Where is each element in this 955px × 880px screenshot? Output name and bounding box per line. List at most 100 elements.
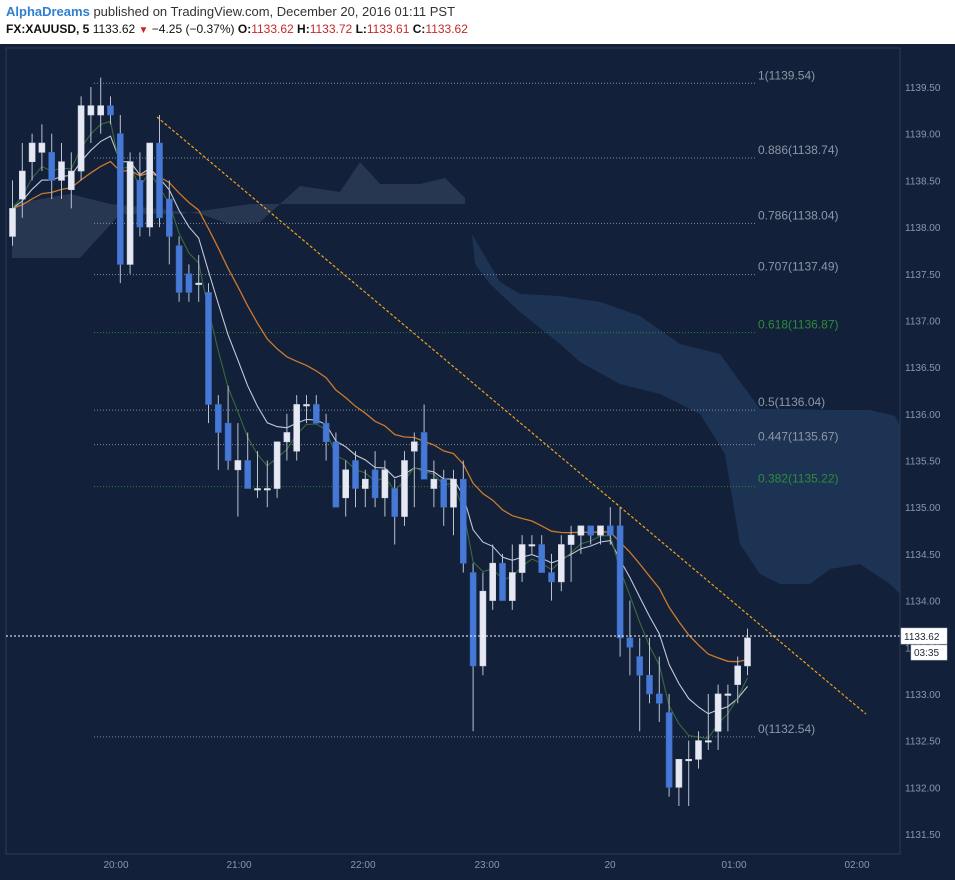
down-arrow-icon: ▼ [138, 25, 149, 36]
candle-body [391, 488, 399, 517]
countdown-text: 03:35 [914, 648, 939, 659]
candle-body [567, 534, 575, 545]
time-axis-tick: 22:00 [350, 860, 375, 871]
candlestick-chart[interactable]: 1(1139.54) 0.886(1138.74) 0.786(1138.04) 0.… [0, 44, 955, 880]
last-price-tag [900, 627, 948, 645]
candle-body [450, 478, 457, 508]
fib-level-label: 0.5(1136.04) [758, 395, 825, 409]
candle-body [606, 525, 614, 536]
candle-body [205, 292, 212, 405]
fib-level-label: 0.618(1136.87) [758, 318, 839, 332]
open-label: O: [237, 22, 252, 36]
time-axis-tick: 20 [604, 860, 616, 871]
price-axis-tick: 1139.50 [905, 83, 941, 94]
candle-body [714, 693, 722, 732]
candle-body [665, 712, 673, 788]
price-axis-tick: 1138.00 [905, 223, 941, 234]
candle-body [77, 105, 85, 172]
price-axis-tick: 1132.00 [905, 783, 941, 794]
time-axis-tick: 20:00 [103, 860, 128, 871]
close-value: 1133.62 [425, 22, 468, 36]
price-axis-tick: 1138.50 [905, 176, 941, 187]
candle-body [744, 637, 751, 667]
price-axis-tick: 1132.50 [905, 737, 941, 748]
candle-body [479, 590, 487, 667]
countdown-tag [910, 644, 948, 661]
high-value: 1133.72 [309, 22, 353, 36]
author-link[interactable]: AlphaDreams [6, 4, 90, 19]
price-axis-tick: 1136.50 [905, 363, 941, 374]
price-axis-tick: 1137.00 [905, 316, 941, 327]
candle-body [528, 544, 536, 547]
low-value: 1133.61 [366, 22, 410, 36]
chart-header: AlphaDreams published on TradingView.com… [0, 0, 955, 44]
candle-body [352, 460, 359, 489]
fib-level-label: 0.886(1138.74) [758, 143, 839, 157]
low-label: L: [355, 22, 367, 36]
candle-body [9, 208, 16, 237]
candle-body [636, 656, 644, 676]
fib-level-label: 0(1132.54) [758, 722, 815, 736]
fib-level-label: 0.447(1135.67) [758, 430, 839, 444]
candle-body [430, 478, 438, 489]
candle-body [28, 142, 36, 163]
candle-body [626, 637, 634, 648]
candle-body [166, 198, 173, 237]
change-text: −4.25 (−0.37%) [151, 22, 235, 36]
candle-body [342, 469, 350, 499]
trendline[interactable] [156, 116, 867, 715]
candle-body [97, 105, 104, 116]
candle-body [420, 432, 428, 480]
candle-body [126, 161, 134, 265]
candle-body [548, 572, 555, 583]
chart-area[interactable]: 1(1139.54) 0.886(1138.74) 0.786(1138.04) 0.… [0, 44, 955, 880]
high-label: H: [297, 22, 310, 36]
price-axis-tick: 1139.00 [905, 130, 941, 141]
ma-white-line [12, 135, 748, 715]
symbol-label[interactable]: FX:XAUUSD, 5 [6, 22, 90, 36]
publish-info: published on TradingView.com, December 2… [93, 4, 456, 19]
candle-body [518, 544, 526, 573]
candle-body [695, 740, 702, 760]
candle-body [469, 572, 477, 667]
candle-body [410, 441, 418, 452]
fib-level-label: 0.382(1135.22) [758, 472, 839, 486]
price-axis-tick: 1134.50 [905, 550, 941, 561]
candle-body [499, 562, 506, 601]
candle-body [704, 740, 712, 743]
time-axis-tick: 23:00 [474, 860, 499, 871]
cloud-upper [12, 162, 465, 258]
candle-body [107, 105, 114, 116]
candle-body [293, 404, 301, 452]
publish-line: AlphaDreams published on TradingView.com… [6, 4, 455, 19]
fib-level-label: 0.707(1137.49) [758, 260, 839, 274]
time-axis-tick: 02:00 [844, 860, 869, 871]
candle-body [401, 460, 408, 517]
candle-body [685, 758, 693, 762]
price-axis-tick: 1131.50 [905, 830, 941, 841]
fib-level-label: 1(1139.54) [758, 68, 815, 82]
open-value: 1133.62 [251, 22, 294, 36]
candle-body [646, 674, 653, 695]
candle-body [234, 460, 242, 471]
candle-body [312, 404, 320, 424]
candle-body [734, 665, 742, 685]
fib-level-label: 0.786(1138.04) [758, 208, 839, 222]
candle-body [175, 245, 183, 293]
candle-body [597, 525, 604, 536]
candle-body [224, 422, 232, 461]
candle-body [587, 525, 595, 536]
candle-body [195, 282, 202, 285]
ohlc-line: FX:XAUUSD, 5 1133.62 ▼ −4.25 (−0.37%) O:… [6, 22, 468, 36]
ma-orange-line [12, 160, 748, 663]
candle-body [156, 142, 163, 219]
candle-body [273, 441, 281, 489]
candle-body [254, 488, 261, 491]
candle-body [87, 105, 95, 116]
candle-body [244, 460, 251, 489]
last-price-tag-text: 1133.62 [904, 632, 940, 643]
candle-body [215, 404, 222, 433]
candle-body [263, 488, 271, 491]
candle-body [185, 273, 193, 293]
candle-body [38, 142, 46, 153]
